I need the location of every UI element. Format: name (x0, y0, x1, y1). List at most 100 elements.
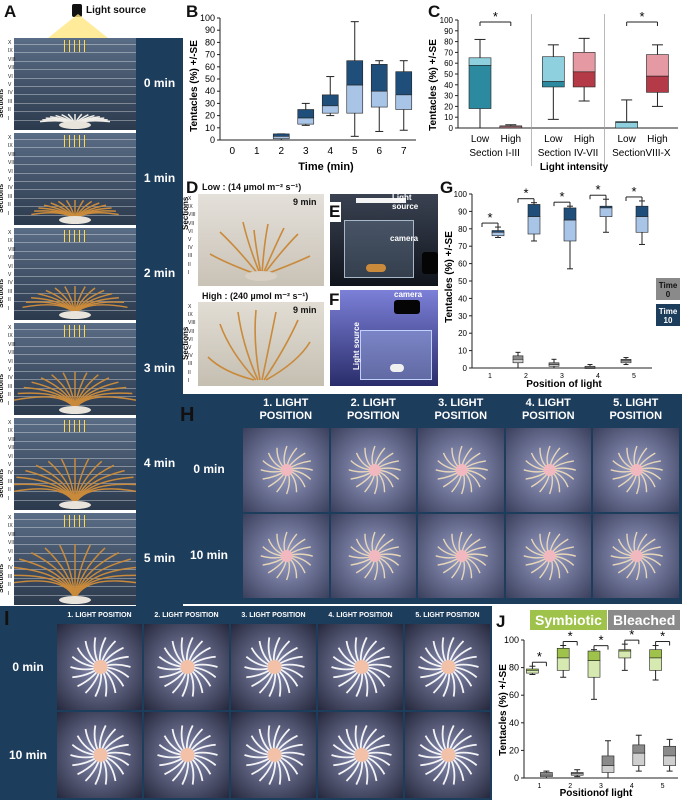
a-section-tick: V (8, 177, 12, 183)
d-section-tick: VII (188, 328, 195, 335)
d-section-tick: X (188, 304, 192, 310)
h-photo (243, 428, 329, 512)
d-section-tick: I (188, 269, 190, 276)
c-group-label: Section IV-VII (538, 148, 599, 159)
h-anemone-image (610, 445, 663, 495)
e-camera-icon (422, 252, 438, 274)
g-t0-box-lower (512, 359, 524, 364)
j-bl-box-lower (601, 765, 615, 773)
d-section-tick: VIII (188, 320, 196, 327)
a-light-arrow (74, 135, 75, 147)
b-x-tick-label: 1 (254, 146, 260, 157)
d-section-tick: IV (188, 353, 193, 360)
a-base (59, 216, 91, 224)
a-section-line (14, 111, 136, 113)
i-oral-disc (267, 748, 282, 762)
g-t10-box-lower (563, 219, 577, 242)
a-section-line (14, 234, 136, 235)
h-photo (330, 428, 416, 512)
i-anemone-image (418, 725, 479, 785)
a-time-label: 3 min (143, 361, 176, 375)
b-x-tick-label: 2 (278, 146, 284, 157)
a-photo-3 (14, 323, 136, 415)
a-base (59, 596, 91, 604)
panel-label-f: F (328, 290, 341, 310)
h-position-header: 4. LIGHT POSITION (521, 397, 575, 422)
b-box-lower (370, 90, 388, 108)
h-oral-disc (543, 550, 556, 562)
a-tentacle (74, 488, 136, 505)
b-box-upper (395, 71, 413, 96)
h-photo (418, 428, 504, 512)
h-oral-disc (455, 464, 468, 476)
a-section-tick: I (8, 400, 10, 407)
a-section-tick: X (8, 325, 12, 331)
a-light-arrow (69, 325, 70, 337)
c-box-lower (499, 126, 523, 129)
a-section-line (14, 440, 136, 442)
g-t10-box-upper (635, 205, 649, 217)
i-position-header: 4. LIGHT POSITION (328, 612, 393, 619)
c-y-axis-label: Tentacles (%) +/-SE (428, 39, 439, 131)
a-section-tick: IX (8, 143, 13, 150)
j-sig-star: * (598, 633, 603, 648)
a-light-arrow (74, 230, 75, 242)
i-photo (231, 624, 316, 710)
j-x-tick-label: 3 (599, 783, 603, 790)
g-t10-box-upper (563, 207, 577, 221)
d-low-anemone-image (209, 221, 311, 281)
d-section-tick: III (188, 361, 193, 368)
b-y-tick-label: 30 (205, 98, 215, 108)
i-time-label: 10 min (8, 748, 47, 762)
a-light-arrow (64, 325, 65, 337)
i-position-header: 1. LIGHT POSITION (67, 612, 132, 619)
d-section-tick: I (188, 377, 190, 384)
g-y-tick-label: 20 (458, 329, 467, 338)
a-sections-label: Sections (0, 373, 5, 403)
i-oral-disc (354, 660, 369, 674)
a-anemone-image (14, 458, 136, 509)
a-section-line (14, 527, 136, 529)
a-section-tick: II (8, 582, 11, 589)
h-anemone-image (260, 445, 313, 495)
a-photo-0 (14, 38, 136, 130)
a-photo-5 (14, 513, 136, 605)
b-box-lower (297, 117, 315, 125)
c-y-tick-label: 100 (440, 16, 454, 25)
j-x-tick-label: 5 (661, 783, 665, 790)
d-section-tick: V (188, 237, 192, 243)
a-section-line (14, 535, 136, 537)
a-light-arrow (84, 325, 85, 337)
i-photo (318, 712, 403, 798)
g-t10-box-upper (527, 204, 541, 217)
a-light-arrow (74, 325, 75, 337)
e-anemone-icon (366, 264, 386, 272)
b-y-tick-label: 100 (200, 13, 215, 23)
a-tentacle (74, 552, 120, 600)
a-sections-label: Sections (0, 468, 5, 498)
a-section-line (14, 362, 136, 364)
i-photo (405, 712, 490, 798)
i-oral-disc (180, 748, 195, 762)
a-section-tick: II (8, 297, 11, 304)
d-low-label: Low : (14 µmol m⁻² s⁻¹) (202, 182, 302, 192)
a-section-tick: VII (8, 540, 15, 547)
a-light-arrow (69, 420, 70, 432)
a-section-tick: VII (8, 160, 15, 167)
a-section-tick: V (8, 557, 12, 563)
g-legend-time0-label: Time (659, 281, 678, 290)
i-anemone-image (331, 637, 392, 697)
g-x-tick-label: 2 (524, 373, 528, 380)
a-section-line (14, 69, 136, 71)
j-x-tick-label: 2 (568, 783, 572, 790)
j-y-tick-label: 20 (509, 745, 519, 755)
b-y-tick-label: 20 (205, 111, 215, 121)
j-sym-box-lower (556, 657, 570, 671)
a-section-tick: IX (8, 428, 13, 435)
f-anemone-icon (390, 364, 404, 372)
a-section-line (14, 267, 136, 269)
a-time-label: 4 min (143, 456, 176, 470)
a-light-arrow (84, 515, 85, 527)
d-section-tick: IV (188, 245, 193, 252)
a-section-line (14, 337, 136, 339)
